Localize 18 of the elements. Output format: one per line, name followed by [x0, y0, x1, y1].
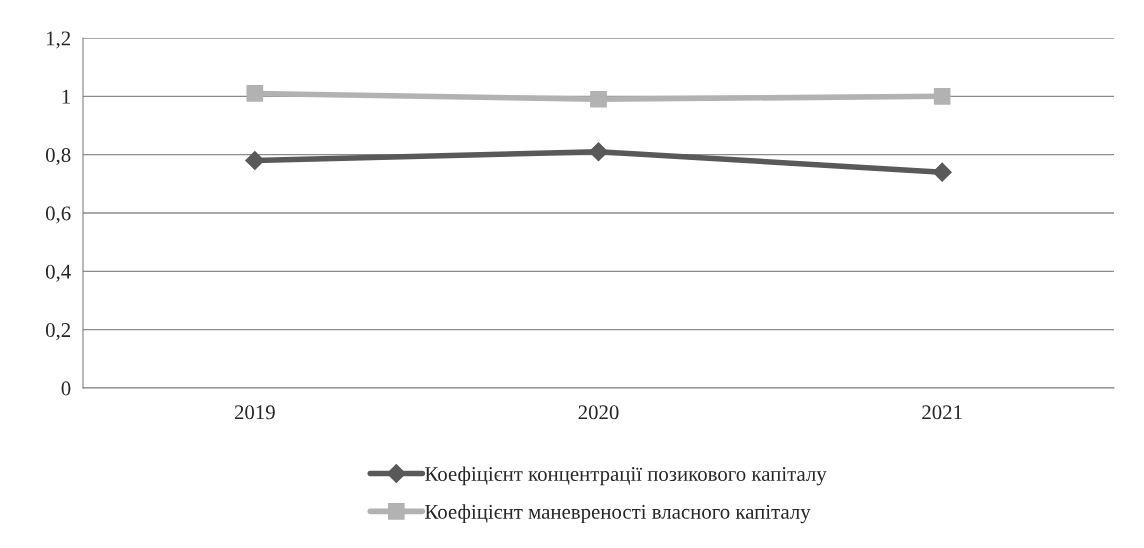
y-tick-label: 1,2: [46, 31, 71, 49]
x-tick-label: 2020: [578, 405, 619, 420]
y-tick-label: 0,2: [45, 323, 71, 341]
legend-label: Коефіцієнт концентрації позикового капіталу: [425, 466, 827, 486]
y-tick-label: 0,4: [45, 264, 71, 282]
y-tick-label: 0,6: [45, 206, 71, 224]
y-tick-label: 0,8: [45, 148, 71, 166]
point: [590, 90, 607, 108]
x-tick-label: 2019: [234, 405, 275, 420]
point: [588, 142, 609, 162]
y-tick-label: 0: [61, 381, 71, 396]
point: [933, 87, 951, 105]
point: [245, 150, 265, 171]
x-tick-label: 2021: [922, 405, 962, 420]
y-tick-label: 1: [62, 89, 70, 104]
legend-label: Коефіцієнт маневреності власного капіталу: [425, 504, 811, 524]
point: [246, 85, 264, 102]
point: [932, 162, 952, 182]
